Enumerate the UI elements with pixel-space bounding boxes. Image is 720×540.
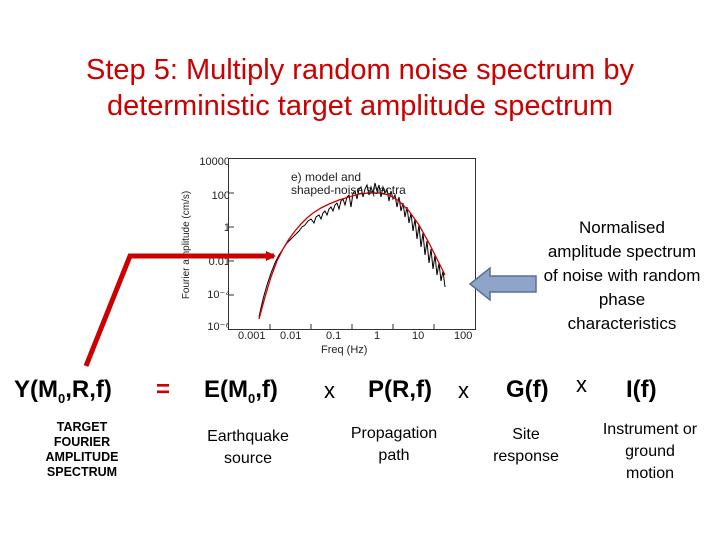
annotation-line: phase [598,290,646,309]
xtick-label: 0.001 [238,330,266,342]
label-line: motion [625,465,675,482]
xtick-label: 0.1 [326,330,342,342]
ytick-label: 0.01 [208,256,230,268]
label-line: ground [625,443,675,460]
plot-curves [229,182,446,329]
instrument-label: Instrument or ground motion [580,419,720,485]
equation-site-term: G(f) [506,376,549,403]
times-sign: x [458,378,469,403]
propagation-path-label: Propagation path [334,423,454,467]
title-line-2: deterministic target amplitude spectrum [106,90,614,122]
title-line-1: Step 5: Multiply random noise spectrum b… [85,54,635,86]
annotation-line: amplitude spectrum [547,242,697,261]
times-sign: x [576,372,587,397]
spectrum-plot: Fourier amplitude (cm/s) 10000 100 1 0.0… [176,150,494,360]
shaped-noise-curve [258,182,446,318]
slide-title: Step 5: Multiply random noise spectrum b… [20,52,700,124]
xtick-label: 1 [374,330,381,342]
label-line: AMPLITUDE [45,450,119,464]
ytick-label: 10⁻⁶ [207,321,230,333]
annotation-line: characteristics [567,314,677,333]
label-line: Instrument or [602,421,698,438]
equation-source-term: E(M0,f) [204,376,278,406]
label-line: Earthquake [207,428,289,445]
label-line: path [378,447,410,464]
ytick-label: 100 [211,190,230,202]
label-line: source [223,450,273,467]
equation-lhs: Y(M0,R,f) [14,376,112,406]
annotation-line: of noise with random [543,266,701,285]
label-line: TARGET [56,420,108,434]
target-pointer-arrow [83,251,276,367]
xtick-label: 0.01 [280,330,302,342]
equation-instrument-term: I(f) [626,376,657,403]
noise-annotation: Normalised amplitude spectrum of noise w… [524,216,720,336]
plot-y-axis-label: Fourier amplitude (cm/s) [181,191,192,299]
label-line: SPECTRUM [46,465,118,479]
site-response-label: Site response [466,424,586,468]
xtick-label: 10 [412,330,425,342]
earthquake-source-label: Earthquake source [188,426,308,470]
equation-path-term: P(R,f) [368,376,432,403]
plot-caption-line: e) model and [291,170,362,184]
plot-xlabel: Freq (Hz) [321,344,368,356]
label-line: Site [512,426,540,443]
plot-ylabel-text: Fourier amplitude (cm/s) [181,191,192,299]
label-line: response [493,448,559,465]
label-line: FOURIER [53,435,111,449]
times-sign: x [324,378,335,403]
ytick-label: 10⁻⁴ [207,289,230,301]
plot-area: e) model and shaped-noise spectra [228,158,476,330]
ytick-label: 1 [223,222,230,234]
ytick-label: 10000 [199,156,230,168]
plot-caption-line: shaped-noise spectra [291,183,406,197]
xtick-label: 100 [454,330,473,342]
noise-pointer-arrow [468,266,537,302]
plot-caption: e) model and shaped-noise spectra [291,171,406,197]
model-curve [258,192,446,320]
equals-sign: = [156,376,171,403]
annotation-line: Normalised [579,218,665,237]
label-line: Propagation [350,425,438,442]
target-spectrum-label: TARGET FOURIER AMPLITUDE SPECTRUM [22,420,142,480]
